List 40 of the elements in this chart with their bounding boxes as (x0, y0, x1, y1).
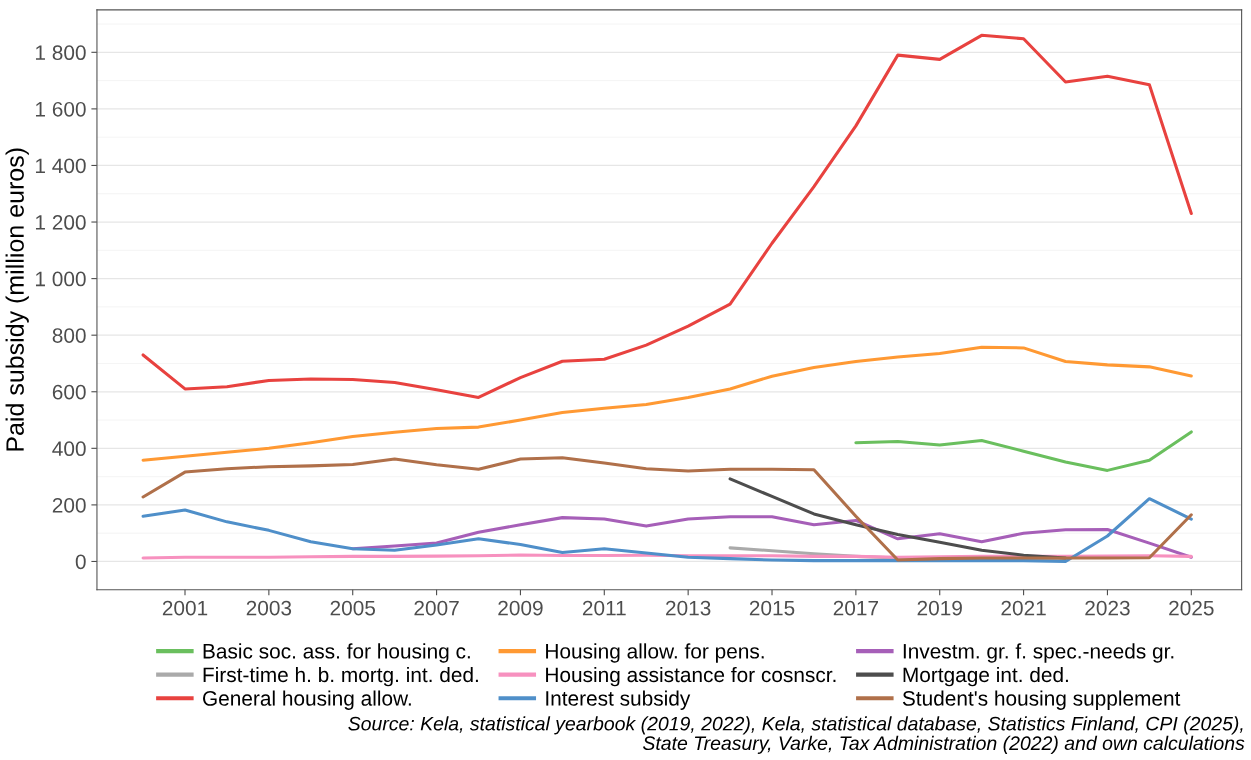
y-axis-title: Paid subsidy (million euros) (5, 148, 29, 451)
legend-label: General housing allow. (203, 690, 411, 710)
line-series (141, 33, 1193, 399)
x-tick-label: 2003 (246, 600, 292, 616)
x-tick-label: 2025 (1169, 600, 1214, 616)
x-tick-label: 2021 (1001, 600, 1046, 616)
x-tick-label: 2013 (666, 600, 711, 616)
source-note: Source: Kela, statistical yearbook (2019, 2022), Kela, statistical database, Statistics Finland, CPI (2025), State Treasury, Varke, Tax Administration (2022) and own calculations (348, 716, 1245, 754)
y-tick-label: 800 (52, 328, 86, 343)
line-series (854, 430, 1193, 472)
y-tick-label: 600 (52, 384, 86, 400)
legend-label: Interest subsidy (546, 690, 691, 710)
legend-label: Mortgage int. ded. (903, 666, 1068, 687)
x-tick-label: 2001 (162, 600, 208, 616)
legend-label: First-time h. b. mortg. int. ded. (203, 666, 478, 687)
x-tick-label: 2007 (414, 600, 459, 616)
x-tick-label: 2005 (330, 600, 376, 616)
line-series (141, 345, 1193, 462)
y-tick-label: 1 400 (36, 158, 86, 174)
legend-label: Housing allow. for pens. (546, 643, 764, 663)
y-tick-label: 1 000 (36, 271, 86, 287)
legend-label: Basic soc. ass. for housing c. (203, 643, 470, 663)
line-series (141, 456, 1193, 562)
legend-label: Student's housing supplement (902, 690, 1181, 710)
y-tick-label: 400 (52, 441, 86, 457)
legend-label: Investm. gr. f. spec.-needs gr. (903, 643, 1174, 663)
x-tick-label: 2009 (498, 600, 543, 616)
y-tick-label: 1 800 (36, 45, 86, 61)
y-tick-label: 1 200 (36, 215, 86, 230)
line-series (141, 497, 1193, 563)
x-tick-label: 2023 (1085, 600, 1130, 616)
x-tick-label: 2017 (833, 600, 878, 616)
x-tick-label: 2011 (582, 600, 626, 616)
y-tick-label: 200 (52, 497, 86, 513)
legend-label: Housing assistance for cosnscr. (546, 666, 836, 687)
x-tick-label: 2015 (749, 600, 795, 616)
y-tick-label: 1 600 (36, 101, 86, 117)
x-tick-label: 2019 (917, 600, 962, 616)
line-series (728, 477, 1068, 560)
y-tick-label: 0 (75, 554, 86, 570)
